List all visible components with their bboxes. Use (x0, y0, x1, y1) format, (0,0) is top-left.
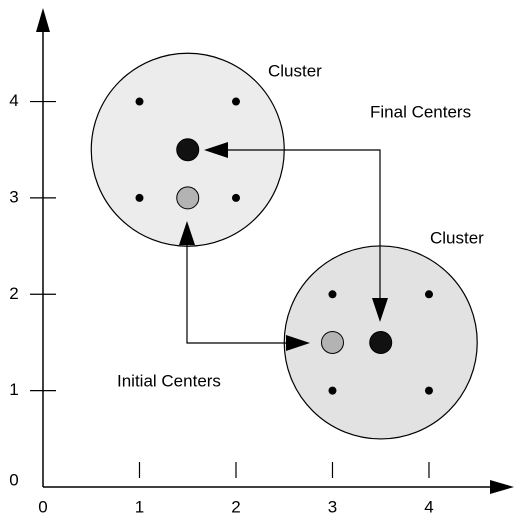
data-point (135, 97, 144, 106)
arrow-head (204, 142, 228, 158)
y-axis-arrow (36, 8, 50, 32)
x-tick-label: 4 (424, 497, 433, 516)
initial-center (176, 186, 200, 210)
initial-arrow-line (186, 245, 288, 344)
data-point (424, 386, 433, 395)
final-center (369, 330, 393, 354)
data-point (328, 290, 337, 299)
data-point (328, 386, 337, 395)
x-tick-label: 2 (231, 497, 240, 516)
y-tick-label: 2 (9, 284, 18, 303)
y-tick-label: 0 (9, 470, 18, 489)
arrow-head (286, 335, 310, 351)
initial-center (320, 330, 344, 354)
marks-layer (135, 97, 433, 395)
final-centers-label: Final Centers (370, 102, 471, 121)
y-tick-label: 3 (9, 187, 18, 206)
data-point (231, 97, 240, 106)
cluster-label: Cluster (430, 228, 484, 247)
y-tick-label: 4 (9, 91, 18, 110)
x-axis-arrow (490, 480, 514, 494)
final-center (176, 138, 200, 162)
initial-centers-label: Initial Centers (117, 371, 221, 390)
final-arrow-line (222, 149, 381, 318)
x-tick-label: 1 (135, 497, 144, 516)
data-point (135, 193, 144, 202)
x-tick-label: 3 (328, 497, 337, 516)
cluster-label: Cluster (268, 61, 322, 80)
data-point (424, 290, 433, 299)
arrow-head (179, 221, 195, 245)
arrow-head (372, 298, 388, 322)
y-tick-label: 1 (9, 380, 18, 399)
data-point (231, 193, 240, 202)
x-tick-label: 0 (38, 497, 47, 516)
